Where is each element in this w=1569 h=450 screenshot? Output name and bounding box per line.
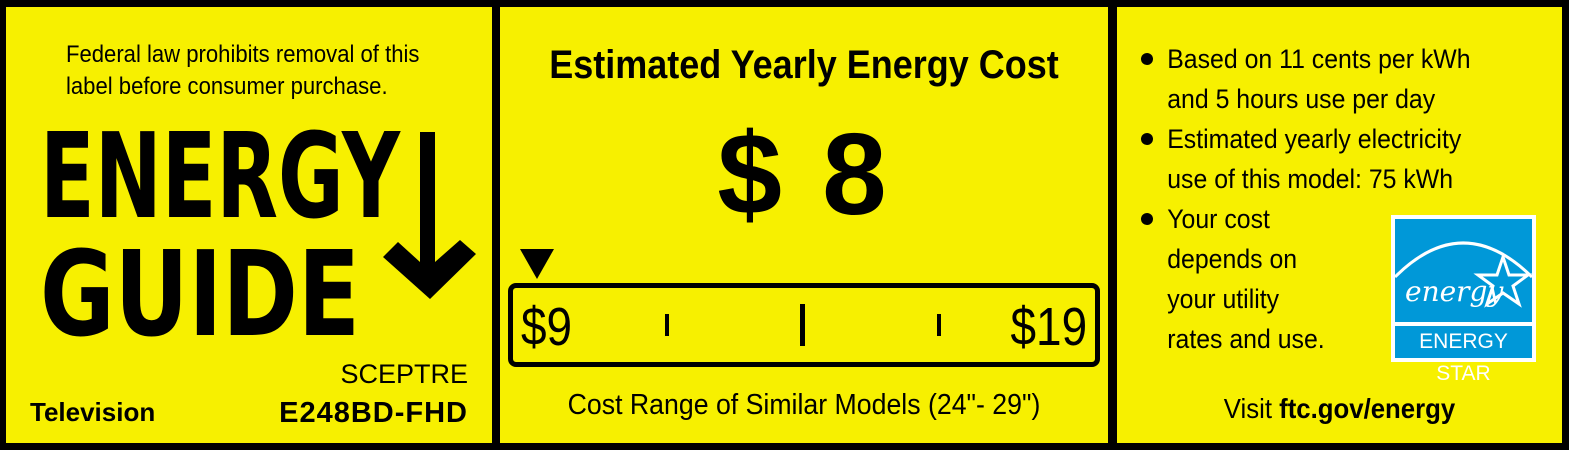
ftc-link[interactable]: ftc.gov/energy (1279, 393, 1456, 424)
model-number: E248BD-FHD (279, 397, 468, 429)
scale-tick (800, 304, 805, 346)
cost-range-scale: $9 $19 (508, 283, 1100, 367)
range-high: $19 (1010, 297, 1087, 357)
product-type: Television (30, 397, 156, 427)
energy-star-label: ENERGY STAR (1395, 326, 1532, 385)
energy-star-icon: energy (1395, 241, 1532, 308)
energy-star-logo: energy ENERGY STAR (1391, 215, 1536, 385)
bullet-usage: Estimated yearly electricity use of this … (1141, 119, 1489, 199)
range-low: $9 (521, 297, 573, 357)
notice-line: Federal law prohibits removal of this (66, 41, 420, 68)
cost-indicator-icon (520, 249, 554, 279)
brand-name: SCEPTRE (340, 359, 468, 389)
visit-prefix: Visit (1223, 393, 1280, 424)
info-panel: Based on 11 cents per kWh and 5 hours use… (1117, 7, 1562, 443)
logo-guide: GUIDE (40, 225, 360, 352)
scale-tick (665, 314, 669, 336)
notice-line: label before consumer purchase. (66, 73, 388, 100)
cost-title: Estimated Yearly Energy Cost (549, 43, 1059, 87)
energy-guide-panel: Federal law prohibits removal of this lab… (6, 7, 492, 443)
cost-panel: Estimated Yearly Energy Cost $ 8 $9 $19 … (500, 7, 1108, 443)
federal-notice: Federal law prohibits removal of this lab… (66, 39, 419, 103)
energy-guide-logo: ENERGY GUIDE (40, 122, 476, 352)
range-caption: Cost Range of Similar Models (24"- 29") (567, 389, 1041, 421)
down-arrow-icon (383, 132, 476, 299)
bullet-rate: Based on 11 cents per kWh and 5 hours use… (1141, 39, 1499, 119)
visit-line: Visit ftc.gov/energy (1135, 393, 1544, 425)
logo-energy: ENERGY (40, 122, 401, 245)
bullet-cost-depends: Your cost depends on your utility rates and… (1140, 199, 1340, 359)
yearly-cost: $ 8 (717, 109, 891, 239)
scale-tick (937, 314, 941, 336)
